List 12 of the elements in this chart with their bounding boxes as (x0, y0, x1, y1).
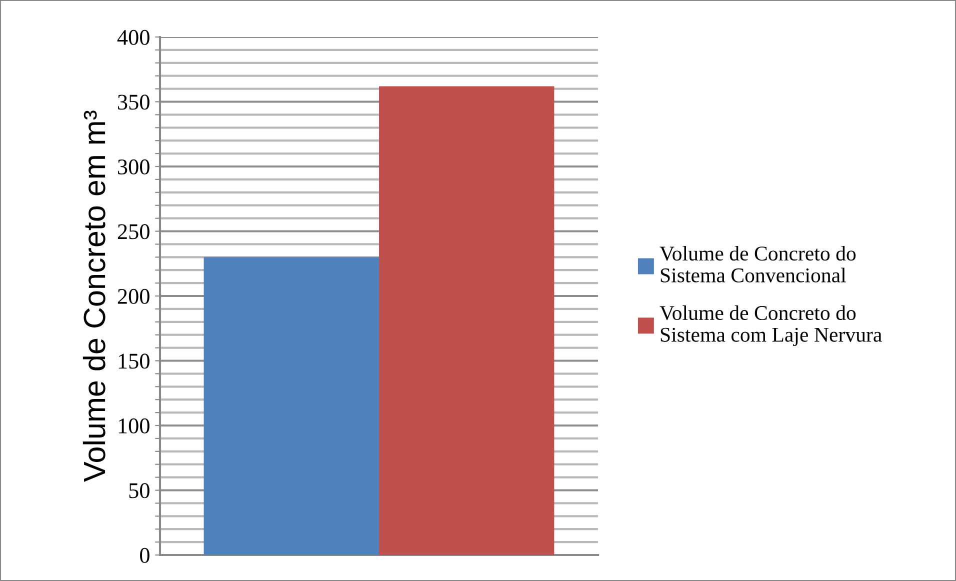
y-tick-label: 200 (118, 288, 150, 304)
legend-label: Volume de Concreto do Sistema com Laje Nervura (660, 305, 882, 346)
legend-label: Volume de Concreto do Sistema Convencional (660, 246, 856, 282)
y-tick-label: 250 (118, 224, 150, 240)
y-tick-label: 300 (118, 159, 150, 174)
y-tick-label: 0 (140, 548, 150, 563)
y-tick-label: 350 (118, 94, 150, 110)
y-tick-label: 50 (129, 483, 150, 498)
y-axis-title: Volume de Concreto em m³ (82, 110, 106, 482)
y-tick-label: 100 (118, 418, 150, 434)
y-tick-label: 150 (118, 354, 150, 369)
y-tick-label: 400 (117, 30, 150, 45)
